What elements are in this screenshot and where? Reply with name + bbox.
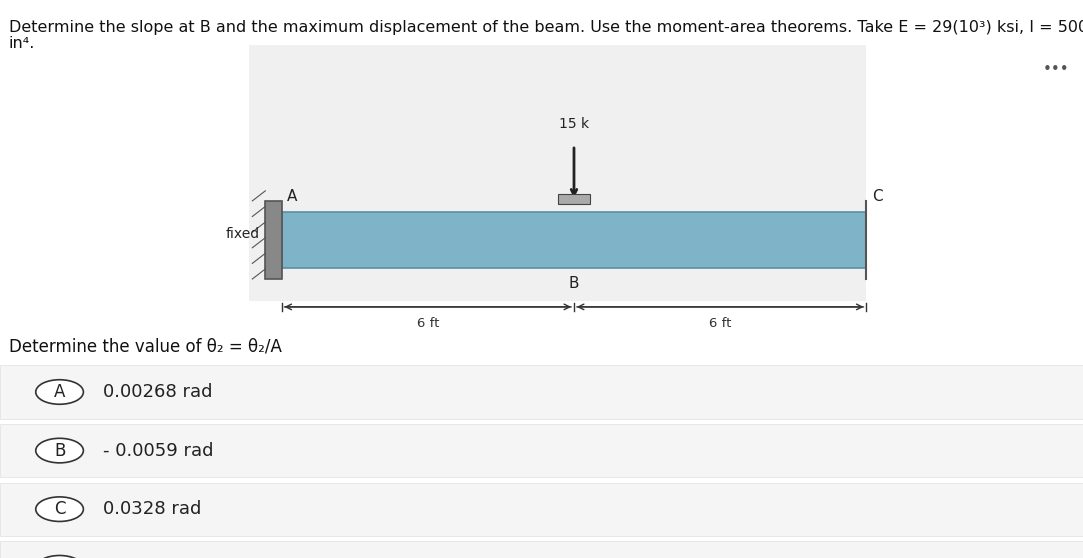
Text: A: A	[54, 383, 65, 401]
Circle shape	[36, 556, 83, 558]
Circle shape	[36, 379, 83, 404]
Text: •••: •••	[1043, 62, 1069, 77]
Text: 0.00268 rad: 0.00268 rad	[103, 383, 212, 401]
Bar	[0, 541, 1083, 558]
Text: fixed: fixed	[225, 227, 260, 242]
Circle shape	[36, 439, 83, 463]
Text: 0.0328 rad: 0.0328 rad	[103, 500, 201, 518]
Bar	[0, 365, 1083, 418]
Text: 15 k: 15 k	[559, 117, 589, 131]
Text: C: C	[54, 500, 65, 518]
Text: A: A	[287, 189, 298, 204]
Bar	[0, 424, 1083, 477]
Text: - 0.0059 rad: - 0.0059 rad	[103, 441, 213, 460]
Text: Determine the value of θ₂ = θ₂/A: Determine the value of θ₂ = θ₂/A	[9, 338, 282, 355]
Bar	[558, 194, 590, 204]
Text: B: B	[569, 276, 579, 291]
Text: 6 ft: 6 ft	[709, 317, 731, 330]
Text: in⁴.: in⁴.	[9, 36, 35, 51]
Bar	[249, 45, 866, 301]
Text: C: C	[872, 189, 883, 204]
Text: B: B	[54, 441, 65, 460]
Bar	[265, 201, 282, 279]
Bar	[0, 483, 1083, 536]
Circle shape	[36, 497, 83, 521]
Text: 6 ft: 6 ft	[417, 317, 439, 330]
Bar	[282, 212, 866, 268]
Text: Determine the slope at B and the maximum displacement of the beam. Use the momen: Determine the slope at B and the maximum…	[9, 20, 1083, 35]
